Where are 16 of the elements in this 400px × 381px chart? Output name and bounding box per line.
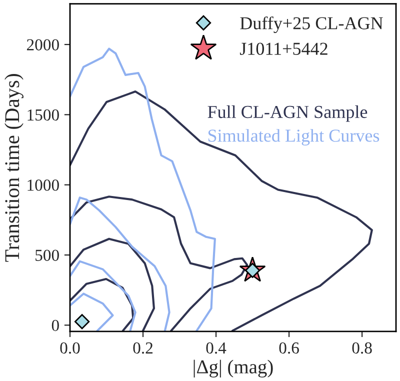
y-tick-label: 1500 bbox=[28, 109, 59, 121]
legend-label: J1011+5442 bbox=[240, 42, 328, 55]
x-tick-label: 0.0 bbox=[60, 342, 80, 354]
x-tick-label: 0.4 bbox=[206, 342, 226, 354]
y-tick-label: 2000 bbox=[26, 39, 59, 50]
legend-label: Duffy+25 CL-AGN bbox=[240, 16, 383, 34]
x-tick-label: 0.6 bbox=[279, 342, 299, 354]
y-axis-title: Transition time (Days) bbox=[4, 74, 24, 262]
y-tick-label: 1000 bbox=[28, 180, 59, 191]
series-label: Full CL-AGN Sample bbox=[208, 105, 368, 122]
text: Simulated Light Curves bbox=[208, 129, 380, 146]
x-tick-label: 0.2 bbox=[133, 342, 153, 354]
y-tick-label: 0 bbox=[52, 320, 59, 332]
y-tick-label: 500 bbox=[36, 250, 59, 261]
x-tick-label: 0.8 bbox=[352, 342, 372, 354]
x-axis-title: |Δg| (mag) bbox=[194, 360, 273, 378]
